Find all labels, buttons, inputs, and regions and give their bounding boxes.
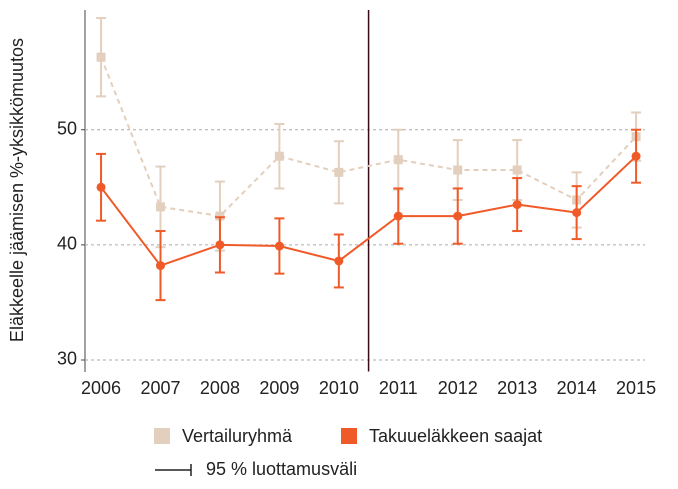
legend-label: 95 % luottamusväli xyxy=(206,459,357,479)
point xyxy=(334,256,344,266)
y-tick-label: 50 xyxy=(57,118,77,138)
point xyxy=(274,241,284,251)
point xyxy=(453,211,463,221)
x-tick-label: 2013 xyxy=(497,378,537,398)
point xyxy=(512,165,522,175)
point xyxy=(631,151,641,161)
x-tick-label: 2011 xyxy=(379,378,418,398)
y-tick-label: 40 xyxy=(57,234,77,254)
point xyxy=(334,167,344,177)
point xyxy=(512,200,522,210)
point xyxy=(453,165,463,175)
point xyxy=(215,211,225,221)
point xyxy=(96,182,106,192)
point xyxy=(96,52,106,62)
x-tick-label: 2010 xyxy=(319,378,359,398)
point xyxy=(393,155,403,165)
y-axis-label: Eläkkeelle jäämisen %-yksikkömuutos xyxy=(7,38,27,342)
point xyxy=(215,240,225,250)
x-tick-label: 2008 xyxy=(200,378,240,398)
series-line xyxy=(100,56,637,218)
y-tick-label: 30 xyxy=(57,349,77,369)
legend-swatch xyxy=(341,428,357,444)
legend-label: Takuueläkkeen saajat xyxy=(369,426,542,446)
point xyxy=(393,211,403,221)
legend-swatch xyxy=(154,428,170,444)
x-tick-label: 2014 xyxy=(557,378,597,398)
x-tick-label: 2009 xyxy=(259,378,299,398)
point xyxy=(155,261,165,271)
point xyxy=(274,151,284,161)
x-tick-label: 2007 xyxy=(140,378,180,398)
x-tick-label: 2006 xyxy=(81,378,121,398)
point xyxy=(572,208,582,218)
point xyxy=(155,202,165,212)
legend-label: Vertailuryhmä xyxy=(182,426,293,446)
series-line xyxy=(100,155,637,267)
x-tick-label: 2012 xyxy=(438,378,478,398)
x-tick-label: 2015 xyxy=(616,378,656,398)
